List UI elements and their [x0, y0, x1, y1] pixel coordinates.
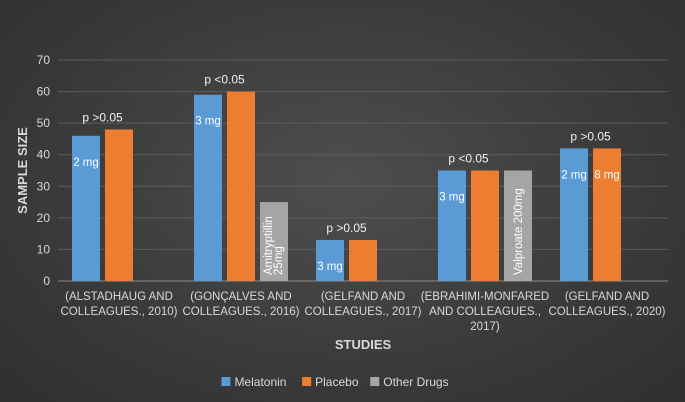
p-value-annotation: p >0.05	[82, 110, 123, 124]
legend-label: Other Drugs	[383, 375, 448, 389]
legend-label: Melatonin	[234, 375, 286, 389]
y-tick-label: 20	[37, 211, 51, 225]
bar-placebo[interactable]	[227, 91, 255, 281]
bar-placebo[interactable]	[593, 148, 621, 281]
bar-data-label: 2 mg	[561, 169, 587, 181]
y-axis-title: SAMPLE SIZE	[15, 127, 30, 214]
bar-data-label-line: Amitryptillin	[263, 216, 275, 275]
bar-data-label: Valproate 200mg	[513, 188, 525, 275]
legend-label: Placebo	[315, 375, 359, 389]
bar-data-label: 3 mg	[439, 192, 465, 204]
x-category-label-line: (GELFAND AND	[565, 291, 649, 303]
legend-swatch-other-drugs	[370, 377, 380, 386]
legend-swatch-melatonin	[221, 377, 231, 386]
bar-melatonin[interactable]	[438, 170, 466, 282]
bar-other-drugs[interactable]	[504, 170, 532, 282]
legend-swatch-placebo	[302, 377, 312, 386]
x-category-label-line: COLLEAGUES., 2010)	[61, 306, 178, 318]
bar-melatonin[interactable]	[560, 148, 588, 281]
p-value-annotation: p >0.05	[326, 221, 367, 235]
bar-data-label-text: Amitryptillin25mg	[263, 216, 285, 275]
x-category-label: (GELFAND AND COLLEAGUES., 2017)	[305, 291, 422, 318]
bar-data-label-line: Valproate 200mg	[513, 188, 525, 275]
bar-placebo[interactable]	[471, 170, 499, 282]
x-category-label-line: (GELFAND AND	[321, 291, 405, 303]
y-tick-label: 70	[37, 53, 51, 67]
x-axis-title: STUDIES	[335, 337, 392, 352]
x-category-label: (GELFAND AND COLLEAGUES., 2020)	[549, 291, 666, 318]
bar-data-label-line: 25mg	[273, 246, 285, 275]
bar-data-label-text: Valproate 200mg	[513, 188, 525, 275]
x-category-label-line: AND COLLEAGUES.,	[429, 306, 541, 318]
p-value-annotation: p <0.05	[448, 152, 489, 166]
bar-other-drugs[interactable]	[260, 202, 288, 281]
x-category-label-line: (GONÇALVES AND	[190, 291, 291, 303]
bar-melatonin[interactable]	[194, 94, 222, 281]
x-category-label-line: (ALSTADHAUG AND	[65, 291, 173, 303]
y-tick-label: 50	[37, 116, 51, 130]
y-tick-label: 0	[43, 274, 50, 288]
x-category-label-line: 2017)	[470, 321, 500, 333]
bar-placebo[interactable]	[349, 239, 377, 281]
x-category-label-line: COLLEAGUES., 2020)	[549, 306, 666, 318]
bar-data-label: 3 mg	[195, 116, 221, 128]
y-tick-label: 30	[37, 179, 51, 193]
x-category-label: (EBRAHIMI-MONFARED AND COLLEAGUES., 2017)	[421, 291, 549, 333]
x-category-label: (ALSTADHAUG AND COLLEAGUES., 2010)	[61, 291, 178, 318]
p-value-annotation: p <0.05	[204, 73, 245, 87]
bar-data-label: 2 mg	[73, 157, 99, 169]
y-tick-label: 10	[37, 242, 51, 256]
bar-data-label: 3 mg	[317, 261, 343, 273]
p-value-annotation: p >0.05	[570, 129, 611, 143]
x-category-label: (GONÇALVES AND COLLEAGUES., 2016)	[183, 291, 300, 318]
y-tick-label: 40	[37, 148, 51, 162]
x-category-label-line: COLLEAGUES., 2016)	[183, 306, 300, 318]
x-category-label-line: COLLEAGUES., 2017)	[305, 306, 422, 318]
bar-data-label: 8 mg	[594, 169, 620, 181]
bar-placebo[interactable]	[105, 129, 133, 281]
x-category-label-line: (EBRAHIMI-MONFARED	[421, 291, 549, 303]
bar-melatonin[interactable]	[316, 239, 344, 281]
y-tick-label: 60	[37, 85, 51, 99]
bar-data-label: Amitryptillin25mg	[263, 216, 285, 275]
bar-melatonin[interactable]	[72, 135, 100, 281]
